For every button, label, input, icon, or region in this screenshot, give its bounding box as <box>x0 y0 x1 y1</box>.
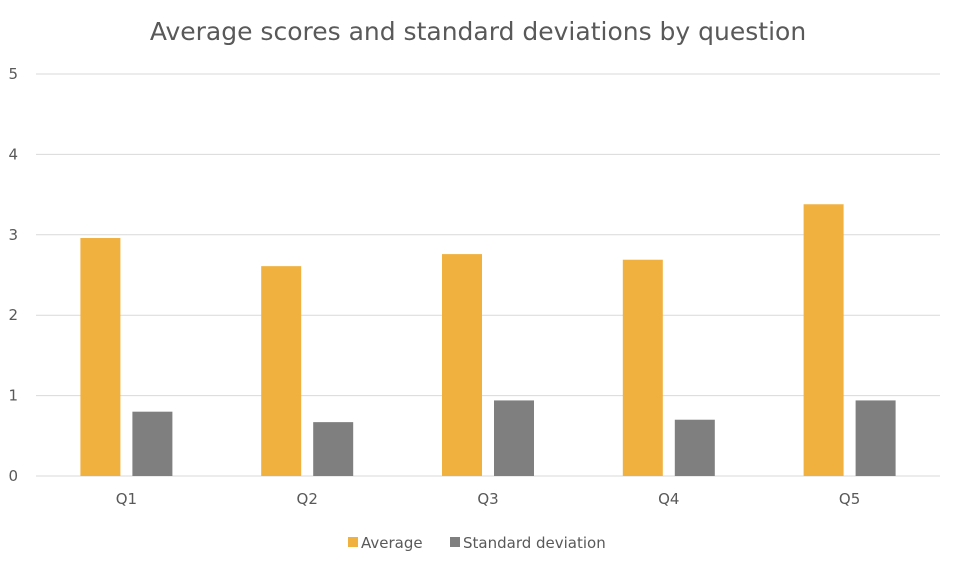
x-tick-label: Q3 <box>477 490 498 508</box>
bar-average-q5 <box>803 204 844 477</box>
x-tick-label: Q5 <box>839 490 860 508</box>
y-tick-label: 2 <box>8 306 18 324</box>
y-tick-label: 3 <box>8 226 18 244</box>
x-tick-label: Q4 <box>658 490 679 508</box>
chart-title: Average scores and standard deviations b… <box>150 17 806 46</box>
bar-average-q1 <box>80 238 121 476</box>
legend-label-standard-deviation: Standard deviation <box>463 534 606 552</box>
y-tick-label: 1 <box>8 387 18 405</box>
y-axis-ticks: 0 1 2 3 4 5 <box>8 65 18 485</box>
bar-average-q4 <box>622 259 663 476</box>
legend-swatch-standard-deviation <box>450 537 460 547</box>
bar-standard-deviation-q5 <box>855 400 896 476</box>
y-tick-label: 5 <box>8 65 18 83</box>
gridlines <box>36 73 940 477</box>
bar-average-q3 <box>442 254 482 476</box>
x-tick-label: Q1 <box>116 490 137 508</box>
x-tick-label: Q2 <box>297 490 318 508</box>
legend: Average Standard deviation <box>348 534 606 552</box>
legend-label-average: Average <box>361 534 423 552</box>
bar-standard-deviation-q4 <box>674 419 715 476</box>
legend-swatch-average <box>348 537 358 547</box>
bar-standard-deviation-q3 <box>494 400 534 476</box>
bar-average-q2 <box>261 266 302 476</box>
y-tick-label: 0 <box>8 467 18 485</box>
x-axis-ticks: Q1 Q2 Q3 Q4 Q5 <box>116 490 861 508</box>
bar-standard-deviation-q1 <box>132 411 173 476</box>
bars <box>80 204 896 477</box>
y-tick-label: 4 <box>8 145 18 163</box>
bar-standard-deviation-q2 <box>313 422 354 476</box>
